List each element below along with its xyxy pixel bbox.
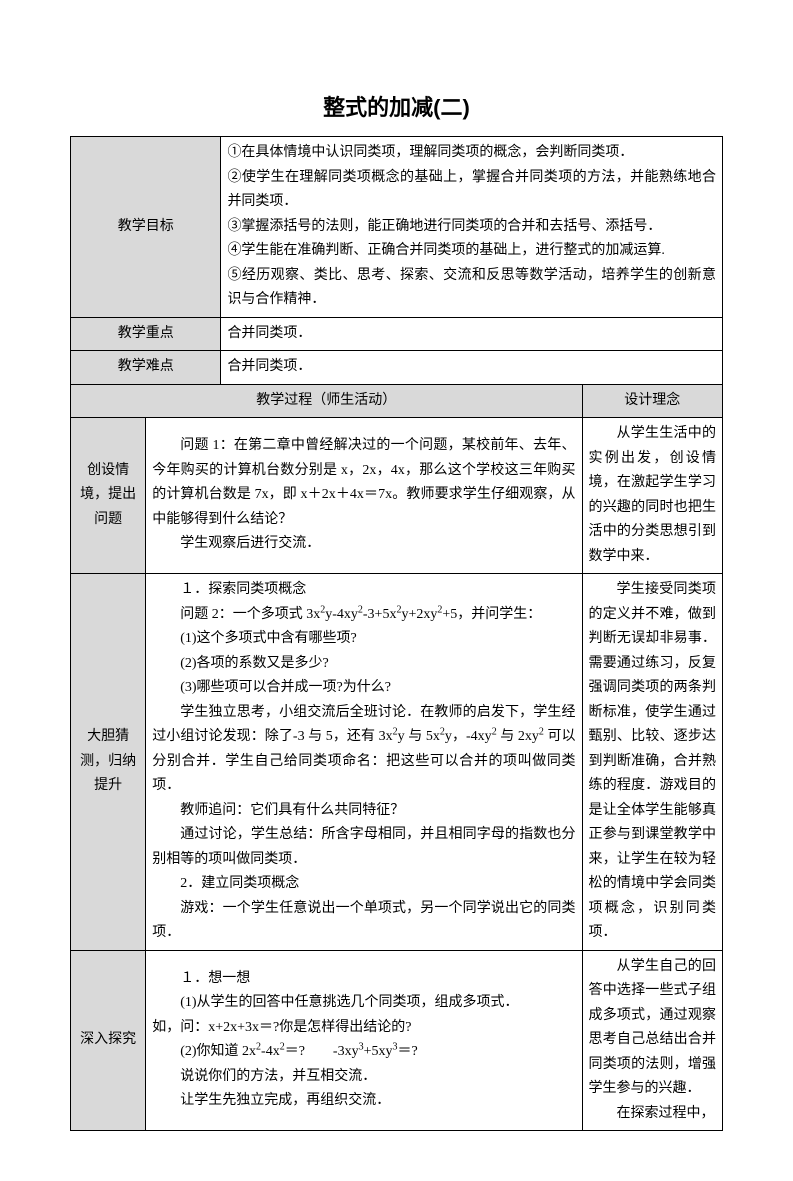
design-header: 设计理念 [582, 384, 722, 418]
sec1-label: 创设情境，提出问题 [71, 418, 146, 574]
page-title: 整式的加减(二) [70, 90, 723, 122]
sec2-p8: 通过讨论，学生总结：所含字母相同，并且相同字母的指数也分别相等的项叫做同类项． [152, 823, 575, 872]
sec2-p9: 2．建立同类项概念 [152, 872, 575, 897]
row-difficulty: 教学难点 合并同类项． [71, 351, 723, 385]
sec2-design: 学生接受同类项的定义并不难，做到判断无误却非易事．需要通过练习，反复强调同类项的… [582, 574, 722, 951]
sec2-p6: 学生独立思考，小组交流后全班讨论．在教师的启发下，学生经过小组讨论发现：除了-3… [152, 701, 575, 799]
row-section-1: 创设情境，提出问题 问题 1：在第二章中曾经解决过的一个问题，某校前年、去年、今… [71, 418, 723, 574]
sec2-label: 大胆猜测，归纳提升 [71, 574, 146, 951]
goal-line-1: ①在具体情境中认识同类项，理解同类项的概念，会判断同类项． [227, 141, 716, 166]
sec2-p3: (1)这个多项式中含有哪些项? [152, 627, 575, 652]
sec2-p10: 游戏：一个学生任意说出一个单项式，另一个同学说出它的同类项． [152, 897, 575, 946]
sec2-p7: 教师追问：它们具有什么共同特征？ [152, 799, 575, 824]
sec2-design-p: 学生接受同类项的定义并不难，做到判断无误却非易事．需要通过练习，反复强调同类项的… [589, 578, 716, 946]
focus-label: 教学重点 [71, 317, 221, 351]
sec3-p4: (2)你知道 2x2-4x2＝? -3xy3+5xy3＝? [152, 1040, 575, 1065]
sec3-p1: １．想一想 [152, 967, 575, 992]
sec3-label: 深入探究 [71, 950, 146, 1131]
sec3-p6: 让学生先独立完成，再组织交流． [152, 1089, 575, 1114]
sec2-p2: 问题 2：一个多项式 3x2y-4xy2-3+5x2y+2xy2+5，并问学生： [152, 603, 575, 628]
diff-content: 合并同类项． [221, 351, 723, 385]
sec1-p2: 学生观察后进行交流． [152, 532, 575, 557]
goal-label: 教学目标 [71, 137, 221, 318]
sec3-p3: 如，问：x+2x+3x＝?你是怎样得出结论的? [152, 1016, 575, 1041]
sec3-p2: (1)从学生的回答中任意挑选几个同类项，组成多项式． [152, 991, 575, 1016]
row-focus: 教学重点 合并同类项． [71, 317, 723, 351]
row-section-2: 大胆猜测，归纳提升 １．探索同类项概念 问题 2：一个多项式 3x2y-4xy2… [71, 574, 723, 951]
goal-line-4: ④学生能在准确判断、正确合并同类项的基础上，进行整式的加减运算. [227, 239, 716, 264]
goal-line-3: ③掌握添括号的法则，能正确地进行同类项的合并和去括号、添括号． [227, 215, 716, 240]
sec3-design-p2: 在探索过程中， [589, 1102, 716, 1127]
sec1-p1: 问题 1：在第二章中曾经解决过的一个问题，某校前年、去年、今年购买的计算机台数分… [152, 434, 575, 532]
proc-header: 教学过程（师生活动） [71, 384, 583, 418]
sec3-design-p: 从学生自己的回答中选择一些式子组成多项式，通过观察思考自己总结出合并同类项的法则… [589, 955, 716, 1102]
sec2-p5: (3)哪些项可以合并成一项?为什么? [152, 676, 575, 701]
sec3-p5: 说说你们的方法，并互相交流． [152, 1065, 575, 1090]
sec3-proc: １．想一想 (1)从学生的回答中任意挑选几个同类项，组成多项式． 如，问：x+2… [146, 950, 582, 1131]
goal-content: ①在具体情境中认识同类项，理解同类项的概念，会判断同类项． ②使学生在理解同类项… [221, 137, 723, 318]
sec3-design: 从学生自己的回答中选择一些式子组成多项式，通过观察思考自己总结出合并同类项的法则… [582, 950, 722, 1131]
goal-line-2: ②使学生在理解同类项概念的基础上，掌握合并同类项的方法，并能熟练地合并同类项． [227, 166, 716, 215]
sec1-design-p: 从学生生活中的实例出发，创设情境，在激起学生学习的兴趣的同时也把生活中的分类思想… [589, 422, 716, 569]
sec2-p1: １．探索同类项概念 [152, 578, 575, 603]
sec1-proc: 问题 1：在第二章中曾经解决过的一个问题，某校前年、去年、今年购买的计算机台数分… [146, 418, 582, 574]
goal-line-5: ⑤经历观察、类比、思考、探索、交流和反思等数学活动，培养学生的创新意识与合作精神… [227, 264, 716, 313]
focus-content: 合并同类项． [221, 317, 723, 351]
diff-label: 教学难点 [71, 351, 221, 385]
sec2-proc: １．探索同类项概念 问题 2：一个多项式 3x2y-4xy2-3+5x2y+2x… [146, 574, 582, 951]
row-section-3: 深入探究 １．想一想 (1)从学生的回答中任意挑选几个同类项，组成多项式． 如，… [71, 950, 723, 1131]
sec2-p4: (2)各项的系数又是多少? [152, 652, 575, 677]
row-headers: 教学过程（师生活动） 设计理念 [71, 384, 723, 418]
sec1-design: 从学生生活中的实例出发，创设情境，在激起学生学习的兴趣的同时也把生活中的分类思想… [582, 418, 722, 574]
page: 整式的加减(二) 教学目标 ①在具体情境中认识同类项，理解同类项的概念，会判断同… [0, 0, 793, 1181]
row-goal: 教学目标 ①在具体情境中认识同类项，理解同类项的概念，会判断同类项． ②使学生在… [71, 137, 723, 318]
lesson-table: 教学目标 ①在具体情境中认识同类项，理解同类项的概念，会判断同类项． ②使学生在… [70, 136, 723, 1131]
